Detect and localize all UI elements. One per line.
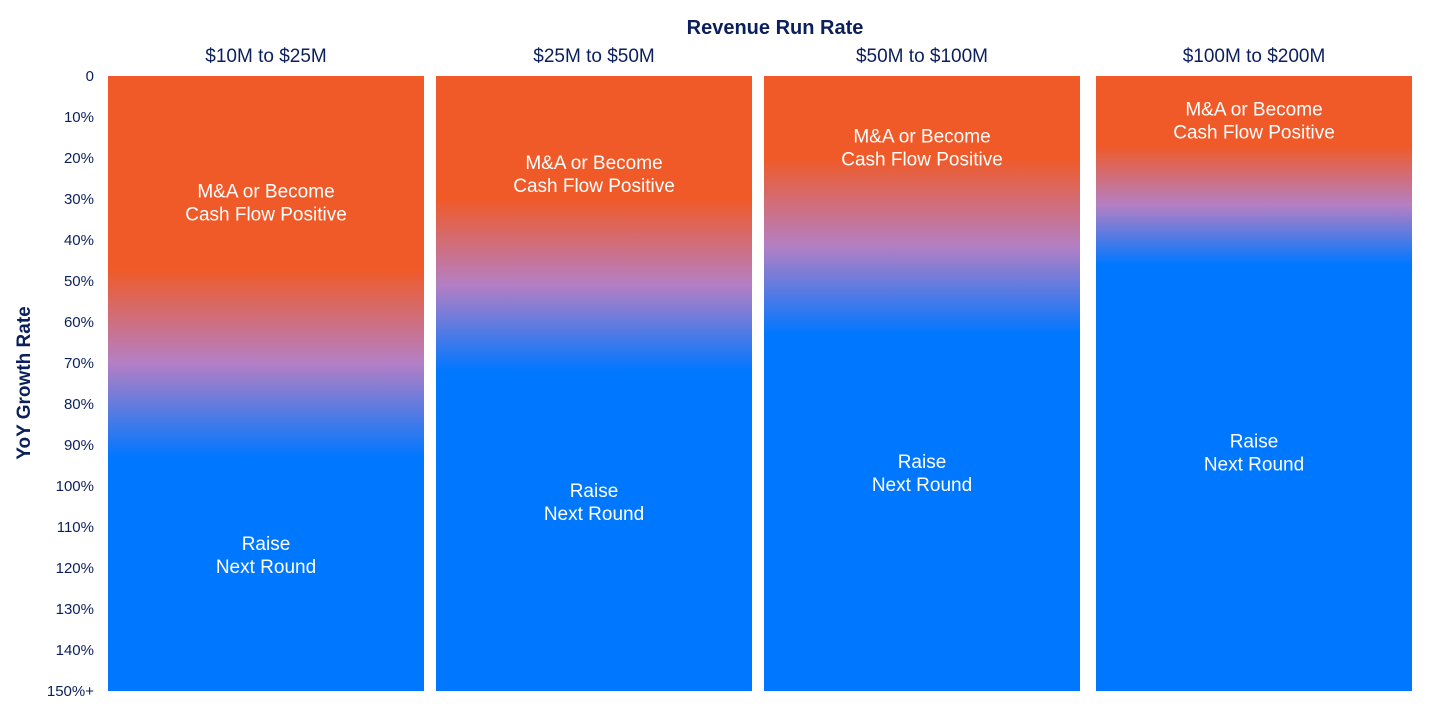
y-tick-label: 80% xyxy=(64,396,94,413)
bar-2 xyxy=(436,76,752,691)
category-label: $10M to $25M xyxy=(205,46,326,67)
category-label: $50M to $100M xyxy=(856,46,988,67)
raise-label-line: Next Round xyxy=(216,557,316,578)
ma-label: M&A or Become Cash Flow Positive xyxy=(185,182,347,226)
y-tick-label: 100% xyxy=(56,478,94,495)
raise-label-line: Raise xyxy=(1230,432,1279,453)
y-tick-label: 110% xyxy=(57,519,94,536)
bar-3 xyxy=(764,76,1080,691)
ma-label-line: M&A or Become xyxy=(525,153,662,174)
raise-label-line: Raise xyxy=(570,481,619,502)
raise-label-line: Next Round xyxy=(872,475,972,496)
ma-label: M&A or Become Cash Flow Positive xyxy=(1173,100,1335,144)
raise-label-line: Raise xyxy=(898,452,947,473)
ma-label: M&A or Become Cash Flow Positive xyxy=(841,126,1003,170)
ma-label: M&A or Become Cash Flow Positive xyxy=(513,153,675,197)
raise-label: Raise Next Round xyxy=(216,534,316,578)
y-tick-label: 90% xyxy=(64,437,94,454)
y-axis-label: YoY Growth Rate xyxy=(14,306,35,459)
bars xyxy=(108,76,1412,691)
bar-1 xyxy=(108,76,424,691)
ma-label-line: Cash Flow Positive xyxy=(513,176,675,197)
raise-label-line: Raise xyxy=(242,534,291,555)
category-labels: $10M to $25M $25M to $50M $50M to $100M $10… xyxy=(205,46,1325,67)
y-tick-label: 120% xyxy=(56,560,94,577)
raise-label-line: Next Round xyxy=(544,504,644,525)
category-label: $25M to $50M xyxy=(533,46,654,67)
y-tick-label: 20% xyxy=(64,150,94,167)
y-axis-ticks: 0 10% 20% 30% 40% 50% 60% 70% 80% 90% 100% 110% 120%… xyxy=(47,68,94,700)
ma-label-line: M&A or Become xyxy=(853,126,990,147)
raise-label-line: Next Round xyxy=(1204,455,1304,476)
raise-label: Raise Next Round xyxy=(544,481,644,525)
chart-title: Revenue Run Rate xyxy=(687,17,864,39)
ma-label-line: Cash Flow Positive xyxy=(841,149,1003,170)
raise-label: Raise Next Round xyxy=(872,452,972,496)
y-tick-label: 140% xyxy=(56,642,94,659)
y-tick-label: 40% xyxy=(64,232,94,249)
bar-4 xyxy=(1096,76,1412,691)
y-tick-label: 60% xyxy=(64,314,94,331)
y-tick-label: 30% xyxy=(64,191,94,208)
y-tick-label: 10% xyxy=(64,109,94,126)
y-tick-label: 130% xyxy=(56,601,94,618)
y-tick-label: 150%+ xyxy=(47,683,94,700)
y-tick-label: 0 xyxy=(86,68,94,85)
ma-label-line: Cash Flow Positive xyxy=(1173,123,1335,144)
raise-label: Raise Next Round xyxy=(1204,432,1304,476)
y-tick-label: 70% xyxy=(64,355,94,372)
ma-label-line: M&A or Become xyxy=(197,182,334,203)
ma-label-line: M&A or Become xyxy=(1185,100,1322,121)
category-label: $100M to $200M xyxy=(1183,46,1326,67)
y-tick-label: 50% xyxy=(64,273,94,290)
ma-label-line: Cash Flow Positive xyxy=(185,205,347,226)
